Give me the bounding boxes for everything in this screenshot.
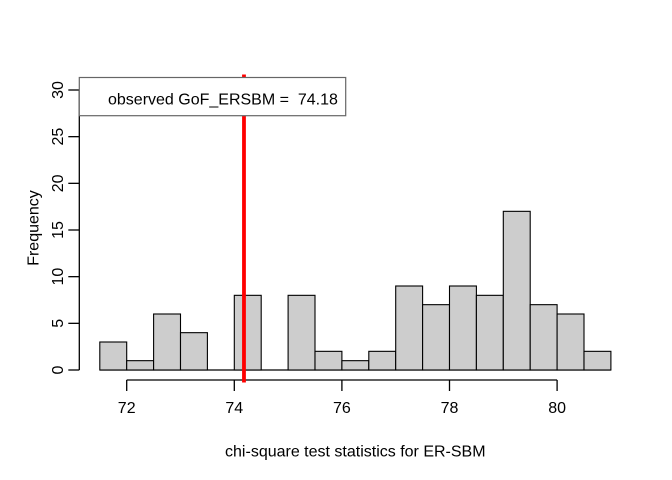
histogram-bar bbox=[448, 285, 477, 371]
axes: 72 74 76 78 80 0 5 10 15 20 25 30 bbox=[50, 81, 566, 417]
histogram-bar bbox=[233, 294, 262, 371]
x-tick-label: 74 bbox=[225, 400, 243, 417]
histogram-bar bbox=[395, 285, 424, 371]
histogram-bar bbox=[287, 294, 316, 371]
histogram-bar bbox=[314, 350, 343, 371]
histogram-bar bbox=[126, 360, 155, 371]
y-axis-title: Frequency bbox=[26, 190, 43, 266]
y-tick-label: 10 bbox=[50, 268, 67, 286]
y-tick-label: 15 bbox=[50, 221, 67, 239]
x-tick-label: 80 bbox=[548, 400, 566, 417]
y-tick-label: 30 bbox=[50, 81, 67, 99]
histogram-bar bbox=[341, 360, 370, 371]
x-axis-title: chi-square test statistics for ER-SBM bbox=[225, 444, 486, 461]
legend-label: observed GoF_ERSBM = 74.18 bbox=[108, 92, 338, 109]
histogram-bar bbox=[153, 313, 182, 371]
y-tick-label: 20 bbox=[50, 174, 67, 192]
histogram-bar bbox=[179, 332, 208, 371]
histogram-bars bbox=[99, 210, 612, 371]
y-tick-label: 5 bbox=[50, 319, 67, 328]
x-tick-label: 78 bbox=[441, 400, 459, 417]
histogram-bar bbox=[368, 350, 397, 371]
histogram-bar bbox=[502, 210, 531, 371]
y-tick-label: 25 bbox=[50, 128, 67, 146]
histogram-bar bbox=[556, 313, 585, 371]
legend: observed GoF_ERSBM = 74.18 bbox=[78, 76, 347, 117]
histogram-bar bbox=[583, 350, 612, 371]
histogram-bar bbox=[422, 304, 451, 371]
histogram-bar bbox=[475, 294, 504, 371]
x-tick-label: 72 bbox=[118, 400, 136, 417]
y-tick-label: 0 bbox=[50, 365, 67, 374]
histogram-bar bbox=[99, 341, 128, 371]
x-tick-label: 76 bbox=[333, 400, 351, 417]
histogram-bar bbox=[529, 304, 558, 371]
legend-box bbox=[78, 76, 347, 117]
